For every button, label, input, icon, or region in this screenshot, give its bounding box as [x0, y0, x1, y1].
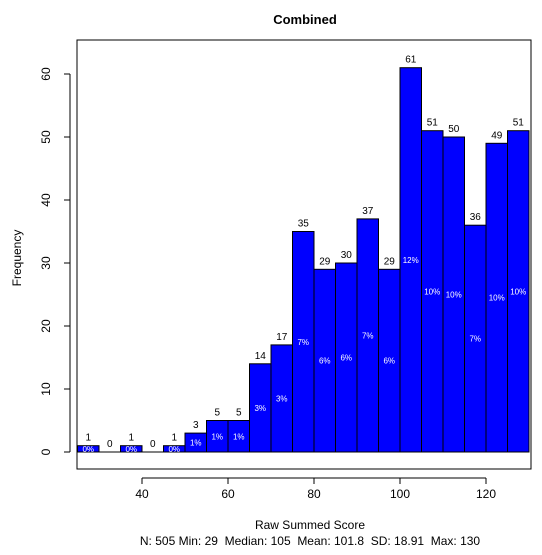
bar-count-label: 5: [214, 408, 220, 419]
chart-title: Combined: [273, 12, 337, 27]
y-tick-label: 0: [39, 448, 53, 455]
x-axis-label: Raw Summed Score: [255, 518, 365, 532]
bar-count-label: 0: [150, 439, 156, 450]
histogram-bar: [77, 445, 100, 453]
y-tick-label: 50: [39, 130, 53, 144]
bar-count-label: 1: [85, 433, 91, 444]
bar-count-label: 50: [448, 124, 460, 135]
bar-count-label: 51: [513, 118, 525, 129]
bar-count-label: 0: [107, 439, 113, 450]
bar-percent-label: 7%: [362, 331, 374, 340]
bar-percent-label: 0%: [168, 445, 180, 454]
bar-percent-label: 10%: [510, 287, 526, 296]
x-axis: 40 60 80 100 120: [135, 477, 496, 501]
bar-count-label: 1: [128, 433, 134, 444]
bar-count-label: 61: [405, 55, 417, 66]
plot-frame: [76, 39, 532, 470]
bar-count-label: 14: [255, 351, 267, 362]
y-tick-label: 30: [39, 256, 53, 270]
bar-percent-label: 3%: [254, 404, 266, 413]
histogram-bar: [507, 130, 530, 453]
bar-count-label: 29: [319, 256, 331, 267]
bar-percent-label: 1%: [233, 432, 245, 441]
y-axis: 0 10 20 30 40 50 60: [39, 67, 71, 455]
x-tick-label: 60: [221, 487, 235, 501]
bar-percent-label: 0%: [125, 445, 137, 454]
bar-percent-label: 12%: [403, 256, 419, 265]
y-axis-label: Frequency: [10, 230, 24, 287]
bar-count-label: 36: [470, 212, 482, 223]
plot-area: [76, 39, 532, 470]
bar-count-label: 51: [427, 118, 439, 129]
bars-group: [77, 67, 530, 453]
bar-count-label: 17: [276, 332, 288, 343]
bar-percent-label: 0%: [82, 445, 94, 454]
bar-count-label: 29: [384, 256, 396, 267]
x-tick-label: 120: [476, 487, 496, 501]
bar-percent-label: 7%: [469, 335, 481, 344]
x-tick-label: 40: [135, 487, 149, 501]
bar-percent-label: 1%: [190, 439, 202, 448]
bar-count-label: 30: [341, 250, 353, 261]
x-tick-label: 80: [307, 487, 321, 501]
bar-percent-label: 10%: [489, 294, 505, 303]
bar-percent-label: 1%: [211, 432, 223, 441]
y-tick-label: 10: [39, 382, 53, 396]
bar-count-label: 37: [362, 206, 374, 217]
bar-percent-label: 3%: [276, 394, 288, 403]
bar-percent-label: 7%: [297, 338, 309, 347]
bar-percent-label: 6%: [319, 357, 331, 366]
bar-count-label: 5: [236, 408, 242, 419]
summary-stats: N: 505 Min: 29 Median: 105 Mean: 101.8 S…: [140, 534, 481, 548]
bar-count-label: 35: [298, 219, 310, 230]
bar-percent-label: 10%: [446, 291, 462, 300]
percent-labels-group: 0% 0% 0% 1% 1% 1% 3% 3% 7% 6% 6% 7% 6% 12% 10% 10% 7% 10%…: [82, 256, 526, 454]
bar-percent-label: 10%: [424, 287, 440, 296]
bar-percent-label: 6%: [340, 354, 352, 363]
y-tick-label: 60: [39, 67, 53, 81]
bar-count-label: 1: [171, 433, 177, 444]
x-tick-label: 100: [390, 487, 410, 501]
bar-count-label: 49: [491, 130, 503, 141]
bar-percent-label: 6%: [383, 357, 395, 366]
y-tick-label: 20: [39, 319, 53, 333]
y-tick-label: 40: [39, 193, 53, 207]
histogram-bar: [120, 445, 143, 453]
bar-count-label: 3: [193, 420, 199, 431]
